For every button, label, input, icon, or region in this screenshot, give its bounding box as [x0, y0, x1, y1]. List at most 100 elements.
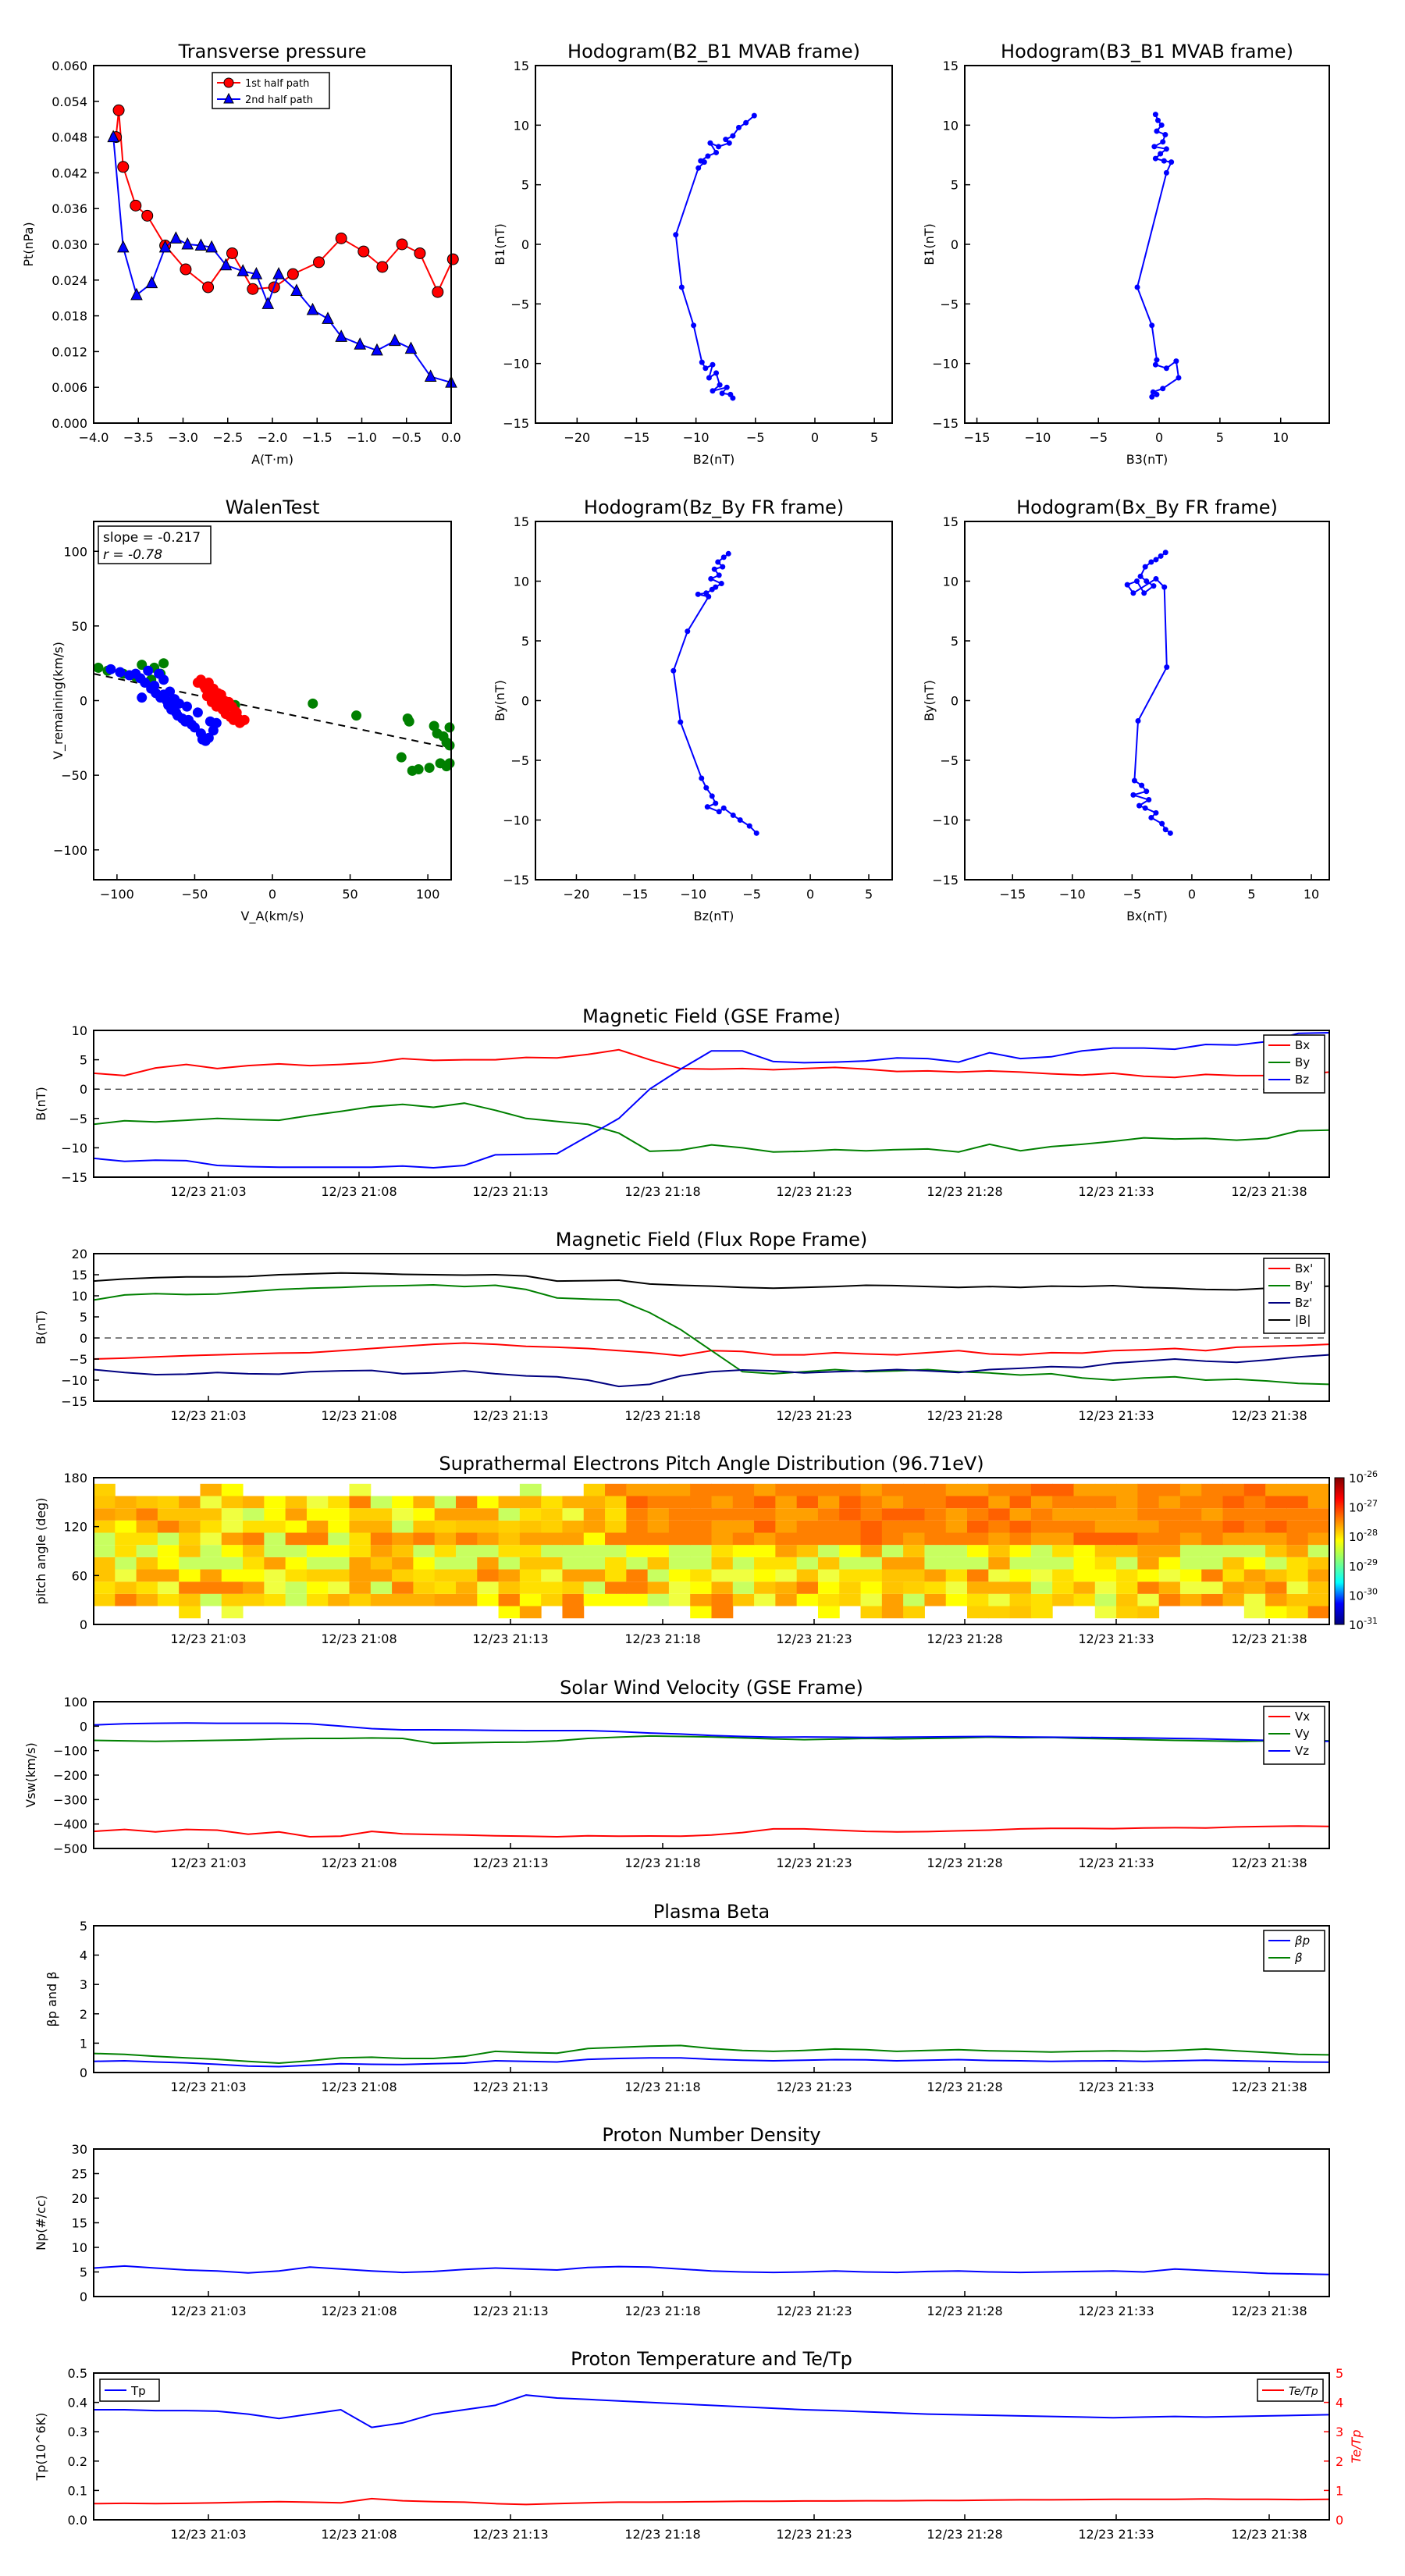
series-marker	[335, 329, 347, 342]
scatter-point	[203, 732, 214, 743]
x-tick-label: −50	[182, 887, 208, 902]
heatmap-cell	[1222, 1532, 1245, 1546]
heatmap-cell	[519, 1496, 542, 1509]
x-tick-label: −100	[100, 887, 134, 902]
series-marker	[730, 812, 736, 818]
legend-marker	[223, 92, 234, 104]
heatmap-cell	[924, 1532, 947, 1546]
x-tick-label: −3.5	[123, 430, 154, 445]
scatter-point	[158, 689, 169, 700]
heatmap-cell	[562, 1496, 585, 1509]
series-marker	[723, 137, 729, 143]
heatmap-cell	[94, 1532, 116, 1546]
series-marker	[730, 395, 736, 401]
heatmap-cell	[1265, 1582, 1287, 1594]
y-tick-label: 15	[72, 1268, 87, 1283]
scatter-point	[444, 758, 455, 769]
series-marker	[250, 267, 263, 279]
x-tick-label: −5	[746, 430, 765, 445]
x-tick-label: 12/23 21:18	[624, 1856, 700, 1870]
heatmap-cell	[264, 1532, 286, 1546]
series-marker	[711, 566, 717, 572]
plot-frame	[93, 1253, 1330, 1402]
y-tick-label: 100	[63, 544, 87, 559]
heatmap-cell	[881, 1606, 904, 1619]
heatmap-cell	[626, 1593, 649, 1606]
heatmap-cell	[732, 1569, 755, 1582]
series-marker	[713, 149, 720, 155]
y-tick-label: −50	[61, 768, 87, 783]
heatmap-cell	[1222, 1582, 1245, 1594]
series-marker	[1152, 112, 1158, 118]
heatmap-cell	[1073, 1520, 1096, 1533]
heatmap-cell	[392, 1545, 414, 1557]
x-tick-label: 12/23 21:13	[472, 2304, 548, 2318]
series-marker	[1158, 553, 1164, 559]
series-marker	[1153, 809, 1159, 816]
heatmap-cell	[264, 1593, 286, 1606]
heatmap-cell	[796, 1496, 819, 1509]
heatmap-cell	[392, 1508, 414, 1521]
heatmap-cell	[839, 1545, 862, 1557]
heatmap-cell	[562, 1582, 585, 1594]
heatmap-cell	[1030, 1545, 1053, 1557]
heatmap-cell	[817, 1557, 840, 1570]
heatmap-cell	[1222, 1593, 1245, 1606]
series-marker	[107, 130, 119, 143]
series-marker	[1167, 830, 1173, 836]
heatmap-cell	[711, 1496, 734, 1509]
series-marker	[703, 785, 710, 791]
heatmap-cell	[136, 1545, 158, 1557]
heatmap-cell	[328, 1593, 350, 1606]
heatmap-cell	[370, 1593, 393, 1606]
legend-marker	[223, 77, 234, 88]
series-marker	[1134, 284, 1140, 290]
x-tick-label: 5	[870, 430, 878, 445]
colorbar-exponent: -28	[1364, 1528, 1378, 1538]
heatmap-cell	[519, 1569, 542, 1582]
heatmap-cell	[839, 1520, 862, 1533]
heatmap-cell	[711, 1532, 734, 1546]
x-axis-label: A(T·m)	[251, 452, 293, 467]
heatmap-cell	[881, 1532, 904, 1546]
heatmap-cell	[945, 1496, 968, 1509]
heatmap-cell	[796, 1582, 819, 1594]
y-right-tick-label: 4	[1336, 2396, 1343, 2411]
heatmap-cell	[690, 1532, 712, 1546]
x-tick-label: 10	[1304, 887, 1319, 902]
panel-0: 1st half path 2nd half path 0.000 0.006 0.01…	[21, 41, 461, 467]
x-tick-label: 12/23 21:18	[624, 2304, 700, 2318]
heatmap-cell	[434, 1508, 457, 1521]
heatmap-cell	[477, 1557, 500, 1570]
heatmap-cell	[1009, 1520, 1032, 1533]
y-tick-label: −5	[69, 1352, 87, 1367]
heatmap-cell	[1030, 1606, 1053, 1619]
series-marker	[1158, 122, 1165, 128]
heatmap-cell	[690, 1483, 712, 1496]
x-tick-label: −1.5	[302, 430, 333, 445]
y-tick-label: 10	[72, 1289, 87, 1304]
colorbar-label: 10-31	[1349, 1616, 1378, 1632]
legend-box	[1263, 1258, 1325, 1334]
x-tick-label: 12/23 21:28	[927, 2080, 1002, 2094]
heatmap-cell	[1243, 1520, 1266, 1533]
series-marker	[261, 297, 275, 309]
y-tick-label: 20	[72, 1247, 87, 1261]
heatmap-cell	[1116, 1557, 1138, 1570]
heatmap-cell	[370, 1532, 393, 1546]
heatmap-cell	[839, 1496, 862, 1509]
heatmap-cell	[1222, 1557, 1245, 1570]
heatmap-cell	[157, 1520, 180, 1533]
x-tick-label: 12/23 21:03	[170, 2304, 246, 2318]
heatmap-cell	[605, 1520, 627, 1533]
heatmap-cell	[498, 1545, 521, 1557]
legend-box	[1263, 1034, 1325, 1094]
y-tick-label: 10	[514, 575, 529, 589]
heatmap-cell	[243, 1557, 265, 1570]
heatmap-cell	[817, 1483, 840, 1496]
heatmap-cell	[967, 1532, 989, 1546]
series-marker	[719, 390, 725, 397]
heatmap-cell	[370, 1520, 393, 1533]
heatmap-cell	[732, 1508, 755, 1521]
heatmap-cell	[1286, 1508, 1309, 1521]
